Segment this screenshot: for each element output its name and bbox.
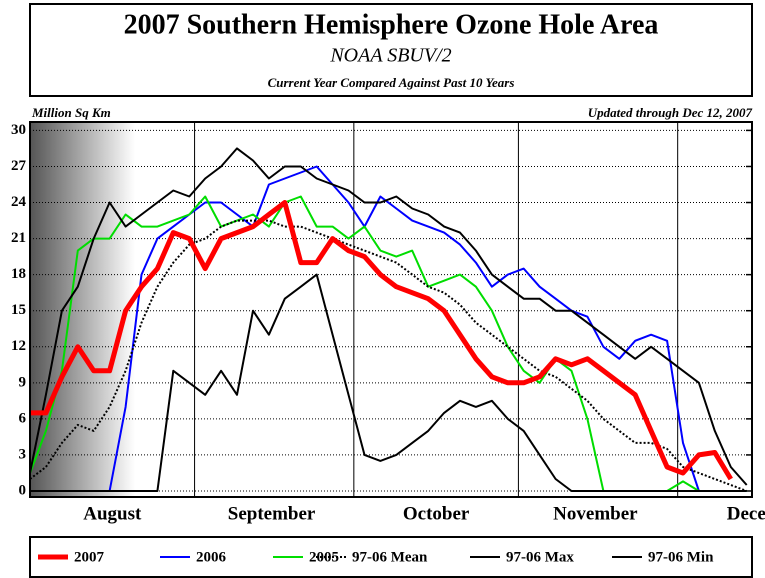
chart-subtitle2: Current Year Compared Against Past 10 Ye… [268,75,515,90]
legend-label: 2006 [196,549,227,565]
x-tick-label: September [228,503,316,524]
x-tick-label: October [403,503,470,524]
y-axis-label: Million Sq Km [31,105,111,120]
series-line [30,165,747,492]
y-tick-label: 27 [11,158,27,174]
legend-label: 97-06 Mean [352,549,428,565]
series-line [29,147,748,486]
y-tick-label: 21 [11,230,26,246]
x-tick-label: August [83,503,142,524]
y-tick-label: 6 [19,410,27,426]
y-tick-label: 0 [19,482,27,498]
update-note: Updated through Dec 12, 2007 [588,105,753,120]
x-tick-label: November [553,503,638,524]
series-line [29,195,747,492]
x-tick-label: December [727,503,765,524]
y-tick-label: 18 [11,266,26,282]
series-line [30,200,733,481]
legend-label: 97-06 Max [506,549,574,565]
shading [30,122,135,497]
series-line [30,273,747,492]
chart-title: 2007 Southern Hemisphere Ozone Hole Area [124,9,659,40]
series-line [29,219,748,492]
plot-frame [29,121,753,498]
y-tick-label: 12 [11,338,26,354]
y-tick-label: 3 [19,446,27,462]
y-tick-label: 15 [11,302,26,318]
y-tick-label: 9 [19,374,27,390]
title-box [29,3,753,97]
legend-label: 97-06 Min [648,549,714,565]
legend-label: 2007 [74,549,105,565]
y-tick-label: 24 [11,194,27,210]
chart-subtitle: NOAA SBUV/2 [329,45,451,67]
legend-box [29,536,753,578]
y-tick-label: 30 [11,122,26,138]
